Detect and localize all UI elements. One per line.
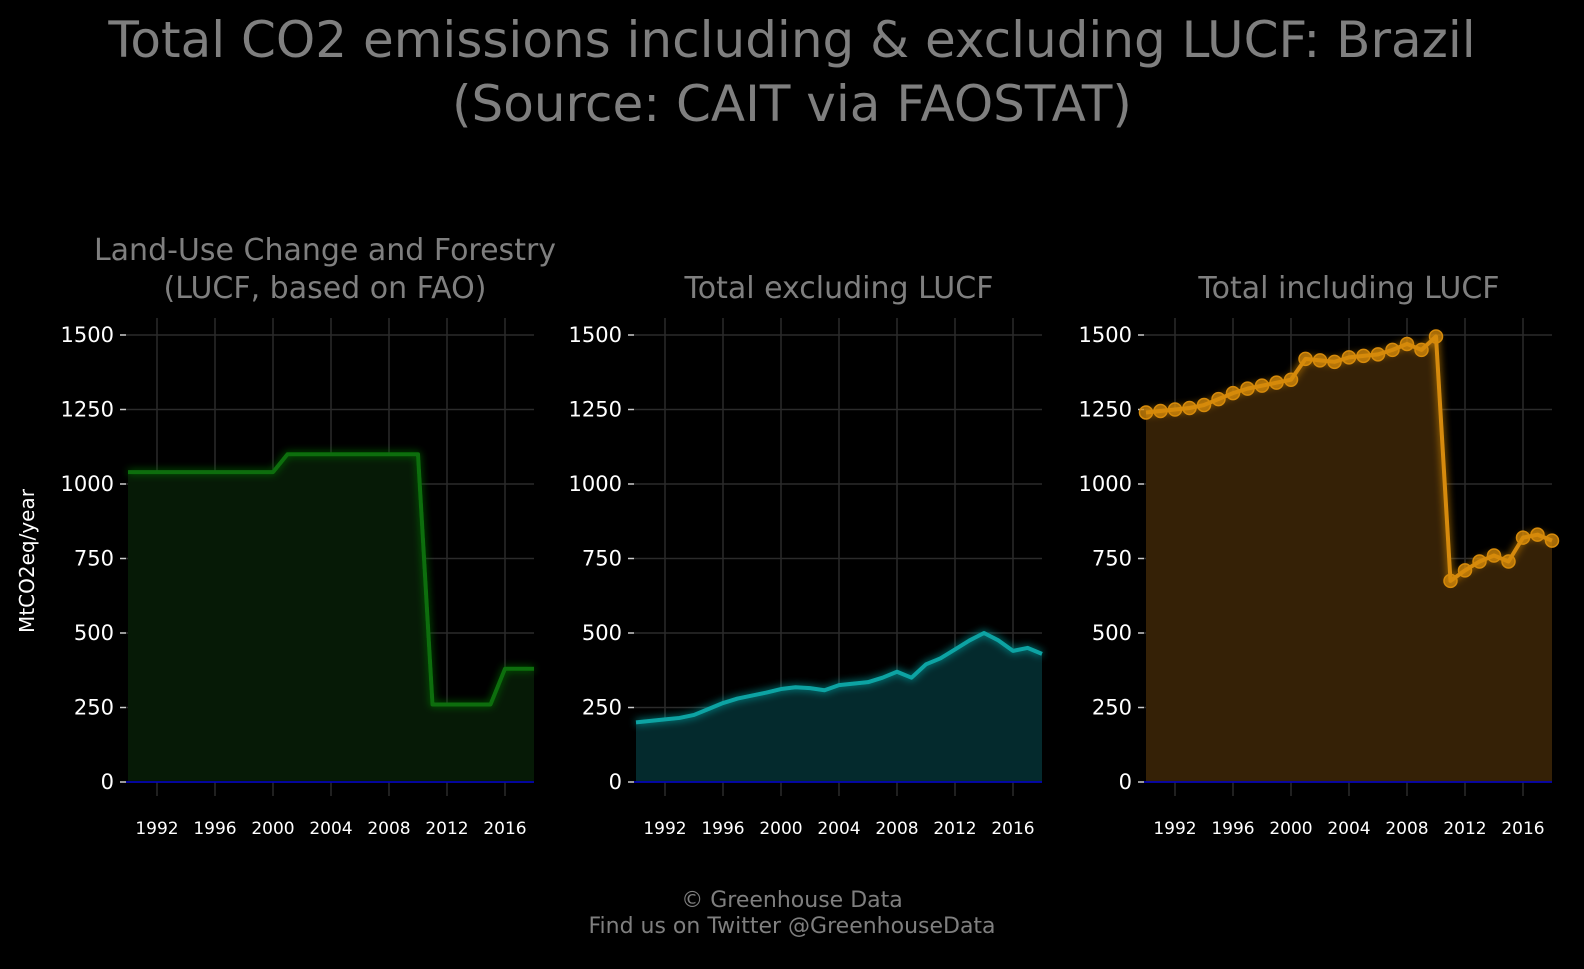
y-tick-label: 750 bbox=[582, 547, 622, 571]
x-tick-label: 1992 bbox=[643, 819, 686, 839]
data-point bbox=[1544, 533, 1560, 548]
y-tick-label: 500 bbox=[1092, 621, 1132, 645]
series-line bbox=[128, 452, 534, 707]
x-tick-label: 1996 bbox=[193, 819, 236, 839]
data-point bbox=[1515, 530, 1531, 545]
panel-2: 0 250 500 750 1000 1250 1500 1992 1996 2000 2004 20… bbox=[569, 271, 1043, 839]
data-point bbox=[1501, 554, 1516, 569]
data-point bbox=[1414, 342, 1429, 358]
data-point bbox=[1399, 336, 1415, 352]
data-point bbox=[1312, 353, 1328, 368]
data-point bbox=[1428, 329, 1444, 344]
y-tick-label: 1000 bbox=[1079, 472, 1132, 496]
series-line bbox=[635, 631, 1043, 725]
data-point bbox=[1472, 554, 1487, 569]
x-tick-label: 2000 bbox=[759, 819, 802, 839]
x-tick-label: 2000 bbox=[251, 819, 294, 839]
panel-3: 0 250 500 750 1000 1250 1500 1992 1996 2000 2004 20… bbox=[1079, 271, 1560, 839]
data-point bbox=[1196, 397, 1212, 413]
chart-title-line1: Total CO2 emissions including & excludin… bbox=[108, 11, 1476, 69]
x-tick-label: 2012 bbox=[425, 819, 468, 839]
data-point bbox=[1182, 400, 1197, 416]
chart-title: Total CO2 emissions including & excludin… bbox=[0, 8, 1584, 136]
x-tick-label: 1996 bbox=[1211, 819, 1254, 839]
x-tick-label: 2008 bbox=[1385, 819, 1428, 839]
x-tick-label: 2004 bbox=[309, 819, 352, 839]
data-point bbox=[1167, 402, 1183, 417]
data-point bbox=[1443, 573, 1458, 589]
area-fill bbox=[636, 633, 1042, 782]
data-point bbox=[1138, 405, 1154, 420]
x-tick-label: 2016 bbox=[1501, 819, 1544, 839]
y-tick-label: 1500 bbox=[569, 323, 622, 347]
data-point bbox=[1530, 527, 1545, 542]
y-tick-label: 500 bbox=[582, 621, 622, 645]
credit-block: © Greenhouse Data Find us on Twitter @Gr… bbox=[0, 888, 1584, 940]
area-fill bbox=[1146, 336, 1552, 782]
y-tick-label: 0 bbox=[609, 770, 622, 794]
credit-line2: Find us on Twitter @GreenhouseData bbox=[588, 914, 996, 939]
y-tick-label: 1000 bbox=[61, 472, 114, 496]
y-tick-label: 250 bbox=[582, 696, 622, 720]
y-tick-label: 1250 bbox=[61, 398, 114, 422]
panel-title: Land-Use Change and Forestry bbox=[94, 233, 556, 268]
data-point bbox=[1211, 391, 1226, 407]
panel-title: Total including LUCF bbox=[1197, 271, 1499, 306]
x-tick-label: 1992 bbox=[135, 819, 178, 839]
data-point bbox=[1385, 342, 1400, 358]
data-point bbox=[1486, 548, 1502, 563]
x-tick-label: 1996 bbox=[701, 819, 744, 839]
x-tick-label: 2016 bbox=[991, 819, 1034, 839]
data-point bbox=[1225, 385, 1241, 401]
x-tick-label: 2008 bbox=[875, 819, 918, 839]
data-point bbox=[1283, 372, 1299, 387]
data-point bbox=[1327, 354, 1342, 370]
panel-title: (LUCF, based on FAO) bbox=[164, 271, 487, 306]
x-tick-label: 2000 bbox=[1269, 819, 1312, 839]
data-point bbox=[1254, 378, 1270, 393]
panel-1: 0 250 500 750 1000 1250 1500 1992 1996 2000 2004 20… bbox=[15, 233, 556, 839]
data-point bbox=[1356, 348, 1371, 364]
y-tick-label: 1250 bbox=[569, 398, 622, 422]
y-tick-label: 250 bbox=[74, 696, 114, 720]
y-tick-label: 750 bbox=[74, 547, 114, 571]
y-tick-label: 250 bbox=[1092, 696, 1132, 720]
data-point bbox=[1269, 375, 1284, 390]
y-tick-label: 500 bbox=[74, 621, 114, 645]
x-tick-label: 2004 bbox=[817, 819, 860, 839]
x-tick-label: 2012 bbox=[1443, 819, 1486, 839]
x-tick-label: 2012 bbox=[933, 819, 976, 839]
x-tick-label: 2016 bbox=[483, 819, 526, 839]
panel-title: Total excluding LUCF bbox=[684, 271, 994, 306]
y-tick-label: 1500 bbox=[61, 323, 114, 347]
x-tick-label: 2008 bbox=[367, 819, 410, 839]
y-tick-label: 1000 bbox=[569, 472, 622, 496]
chart-title-line2: (Source: CAIT via FAOSTAT) bbox=[452, 75, 1132, 133]
y-tick-label: 750 bbox=[1092, 547, 1132, 571]
credit-line1: © Greenhouse Data bbox=[681, 888, 903, 913]
area-fill bbox=[128, 454, 534, 782]
data-point bbox=[1341, 350, 1357, 365]
y-tick-label: 1500 bbox=[1079, 323, 1132, 347]
data-point bbox=[1457, 563, 1473, 578]
x-tick-label: 1992 bbox=[1153, 819, 1196, 839]
y-tick-label: 0 bbox=[1119, 770, 1132, 794]
y-tick-label: 1250 bbox=[1079, 398, 1132, 422]
data-point bbox=[1153, 403, 1168, 419]
data-point bbox=[1370, 347, 1386, 362]
data-point bbox=[1298, 351, 1313, 367]
y-axis-label: MtCO2eq/year bbox=[15, 488, 39, 633]
data-point bbox=[1240, 381, 1255, 396]
y-tick-label: 0 bbox=[101, 770, 114, 794]
x-tick-label: 2004 bbox=[1327, 819, 1370, 839]
